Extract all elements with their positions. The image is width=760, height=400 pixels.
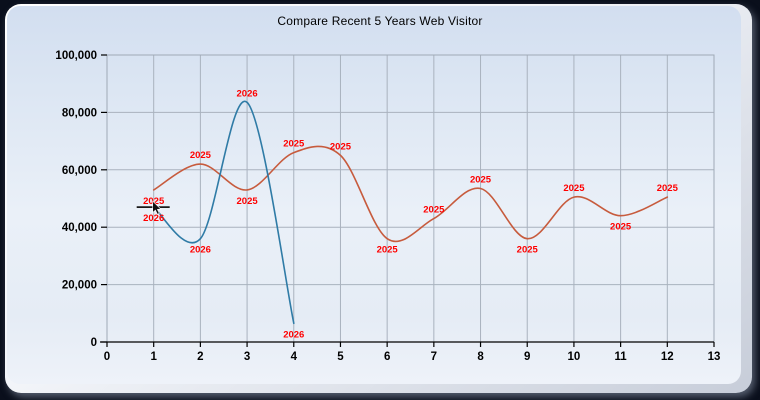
x-tick-label: 6 — [384, 351, 390, 363]
window-bevel-frame — [5, 4, 752, 393]
y-tick-label: 40,000 — [62, 222, 97, 234]
point-label: 2025 — [563, 183, 585, 194]
point-label: 2025 — [470, 174, 492, 185]
x-tick-label: 2 — [197, 351, 203, 363]
series-2025-line — [152, 145, 669, 242]
y-tick-label: 80,000 — [62, 107, 97, 119]
chart-title: Compare Recent 5 Years Web Visitor — [277, 14, 483, 28]
point-label: 2025 — [377, 245, 399, 256]
chart-panel — [7, 6, 741, 384]
y-tick-label: 100,000 — [55, 50, 97, 62]
x-tick-label: 3 — [244, 351, 250, 363]
x-tick-label: 9 — [524, 351, 530, 363]
y-tick-label: 60,000 — [62, 165, 97, 177]
point-label: 2025 — [143, 196, 165, 207]
mouse-cursor-icon — [152, 200, 162, 215]
y-tick-label: 0 — [91, 337, 97, 349]
x-tick-label: 12 — [661, 351, 674, 363]
x-tick-label: 8 — [477, 351, 484, 363]
x-tick-label: 4 — [291, 351, 298, 363]
point-label: 2025 — [610, 222, 632, 233]
point-label: 2025 — [423, 205, 445, 216]
x-tick-label: 10 — [568, 351, 581, 363]
point-label: 2026 — [283, 329, 304, 340]
x-tick-label: 5 — [337, 351, 344, 363]
x-tick-label: 1 — [150, 351, 157, 363]
point-label: 2025 — [237, 196, 259, 207]
point-label: 2026 — [190, 245, 211, 256]
point-label: 2025 — [190, 150, 212, 161]
plot-border — [106, 54, 715, 343]
point-label: 2025 — [657, 183, 679, 194]
x-tick-label: 13 — [708, 351, 721, 363]
point-label: 2025 — [283, 139, 305, 150]
x-tick-label: 7 — [431, 351, 437, 363]
point-label: 2026 — [143, 213, 164, 224]
series-2026-line — [152, 100, 295, 325]
point-label: 2025 — [330, 141, 352, 152]
x-tick-label: 11 — [615, 351, 628, 363]
y-tick-label: 20,000 — [62, 280, 97, 292]
point-label: 2025 — [517, 245, 539, 256]
x-tick-label: 0 — [104, 351, 110, 363]
point-label: 2026 — [237, 88, 258, 99]
